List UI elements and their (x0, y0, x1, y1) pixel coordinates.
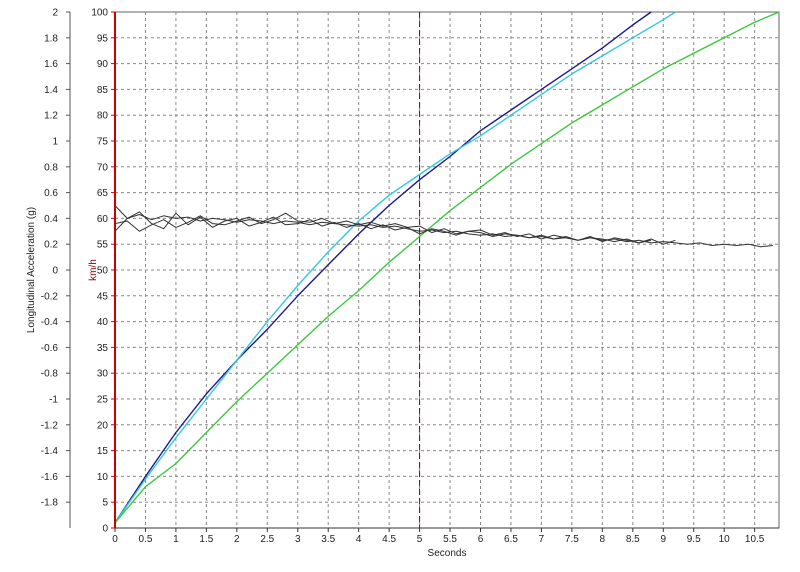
y-left-tick-label: -0.2 (41, 291, 59, 302)
x-tick-label: 8.5 (626, 534, 640, 545)
y-right-tick-label: 65 (97, 188, 109, 199)
y-left-tick-label: 1.8 (44, 33, 58, 44)
x-tick-label: 6.5 (504, 534, 518, 545)
y-left-tick-label: -0.6 (41, 343, 59, 354)
x-tick-label: 9.5 (687, 534, 701, 545)
y-right-tick-label: 50 (97, 266, 109, 277)
y-right-tick-label: 30 (97, 369, 109, 380)
series-line-speed_green-2 (114, 11, 780, 524)
x-tick-label: 0 (112, 534, 118, 545)
y-right-tick-label: 5 (102, 498, 108, 509)
y-axis-left-label: Longitudinal Acceleration (g) (26, 207, 37, 333)
x-tick-label: 4.5 (382, 534, 396, 545)
x-tick-label: 9 (660, 534, 666, 545)
y-left-tick-label: -1.4 (41, 446, 59, 457)
series-group (114, 11, 780, 524)
y-right-tick-label: 70 (97, 162, 109, 173)
y-left-tick-label: -1.6 (41, 472, 59, 483)
series-line-accel-3 (114, 205, 773, 248)
y-right-tick-label: 45 (97, 291, 109, 302)
y-right-tick-label: 0 (102, 524, 108, 535)
x-tick-label: 7 (539, 534, 545, 545)
series-line-speed_blue-0 (114, 11, 652, 524)
y-axis-right-label: km/h (88, 259, 99, 281)
y-left-tick-label: 1.4 (44, 85, 58, 96)
y-left-tick-label: -1.2 (41, 420, 59, 431)
y-left-tick-label: 0.4 (44, 214, 58, 225)
axes (66, 11, 779, 532)
x-axis-label: Seconds (428, 548, 467, 559)
y-right-tick-label: 60 (97, 214, 109, 225)
series-line-speed_cyan-1 (114, 11, 676, 524)
y-left-tick-label: -1.8 (41, 498, 59, 509)
y-left-tick-label: 2 (52, 8, 58, 19)
x-tick-label: 4 (356, 534, 362, 545)
y-right-tick-label: 40 (97, 317, 109, 328)
y-left-tick-label: 0.6 (44, 188, 58, 199)
y-right-tick-label: 95 (97, 33, 109, 44)
x-tick-label: 2.5 (260, 534, 274, 545)
y-right-tick-label: 85 (97, 85, 109, 96)
y-right-tick-label: 55 (97, 240, 109, 251)
y-right-tick-label: 15 (97, 446, 109, 457)
y-right-tick-label: 75 (97, 137, 109, 148)
x-tick-label: 10.5 (745, 534, 765, 545)
y-left-tick-label: -0.4 (41, 317, 59, 328)
y-left-tick-label: -1 (49, 395, 58, 406)
y-right-tick-label: 80 (97, 111, 109, 122)
x-tick-label: 3.5 (321, 534, 335, 545)
x-tick-label: 1.5 (199, 534, 213, 545)
y-left-tick-label: 1 (52, 137, 58, 148)
x-tick-label: 8 (600, 534, 606, 545)
y-left-tick-label: -0.8 (41, 369, 59, 380)
grid (114, 11, 780, 529)
x-tick-label: 3 (295, 534, 301, 545)
y-left-tick-label: 1.2 (44, 111, 58, 122)
x-tick-label: 6 (478, 534, 484, 545)
x-tick-label: 7.5 (565, 534, 579, 545)
x-tick-label: 5.5 (443, 534, 457, 545)
y-right-tick-label: 90 (97, 59, 109, 70)
x-tick-label: 0.5 (139, 534, 153, 545)
x-tick-label: 10 (719, 534, 731, 545)
y-right-tick-label: 25 (97, 395, 109, 406)
y-right-tick-label: 35 (97, 343, 109, 354)
y-left-tick-label: 0 (52, 266, 58, 277)
tick-labels: 0 0.5 1 1.5 2 2.5 3 3.5 4 4.5 5 5.5 6 6.5 7 7.5 8 8.5 9 9.5… (41, 8, 765, 546)
x-tick-label: 2 (234, 534, 240, 545)
y-right-tick-label: 100 (91, 8, 108, 19)
y-left-tick-label: 1.6 (44, 59, 58, 70)
x-tick-label: 5 (417, 534, 423, 545)
series-line-accel-5 (114, 212, 652, 244)
y-right-tick-label: 10 (97, 472, 109, 483)
y-right-tick-label: 20 (97, 420, 109, 431)
x-tick-label: 1 (173, 534, 179, 545)
y-left-tick-label: 0.8 (44, 162, 58, 173)
y-left-tick-label: 0.2 (44, 240, 58, 251)
